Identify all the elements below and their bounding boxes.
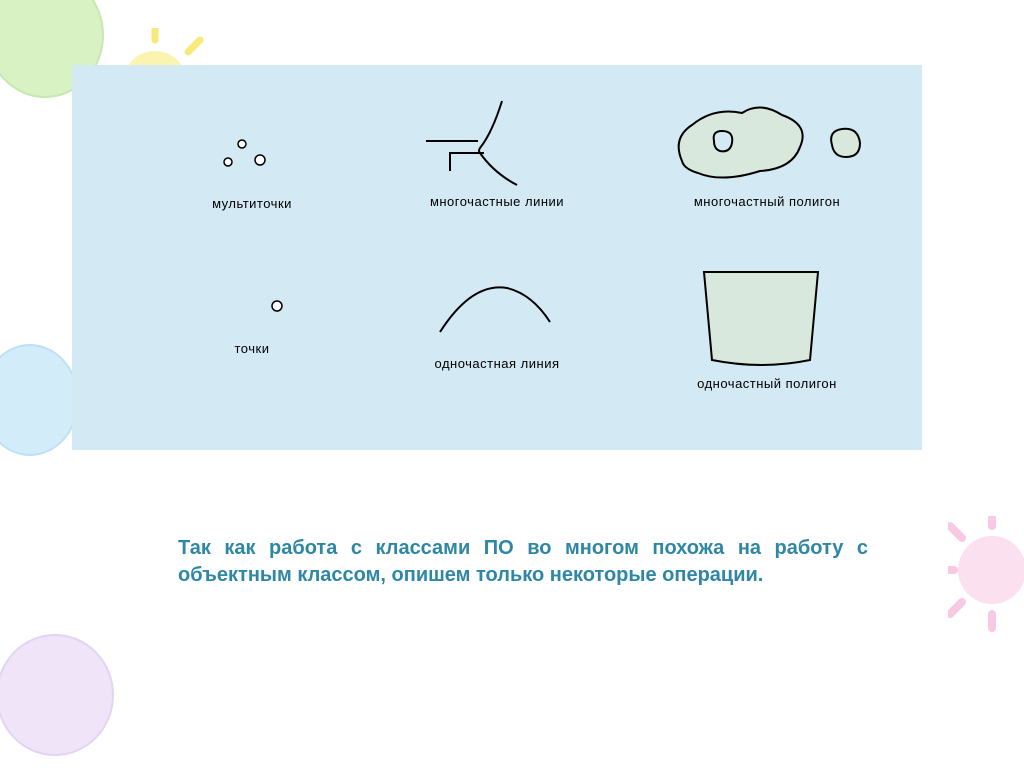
label-multipolygon: многочастный полигон	[642, 194, 892, 209]
sun-pink-icon	[948, 516, 1024, 636]
multilines-icon	[382, 93, 612, 188]
cell-multilines: многочастные линии	[382, 93, 612, 209]
label-singleline: одночастная линия	[382, 356, 612, 371]
singleline-icon	[382, 270, 612, 350]
cell-singlepolygon: одночастный полигон	[642, 260, 892, 391]
description-paragraph: Так как работа с классами ПО во многом п…	[178, 535, 868, 589]
label-points: точки	[152, 341, 352, 356]
balloon-purple-icon	[0, 632, 125, 768]
cell-points: точки	[152, 280, 352, 356]
singlepolygon-icon	[642, 260, 892, 370]
label-multipoints: мультиточки	[152, 196, 352, 211]
multipoints-icon	[152, 120, 352, 190]
label-singlepolygon: одночастный полигон	[642, 376, 892, 391]
cell-singleline: одночастная линия	[382, 270, 612, 371]
cell-multipoints: мультиточки	[152, 120, 352, 211]
label-multilines: многочастные линии	[382, 194, 612, 209]
geometry-types-panel: мультиточки точки многочастные линии одн…	[72, 65, 922, 450]
point-icon	[152, 280, 352, 335]
cell-multipolygon: многочастный полигон	[642, 93, 892, 209]
multipolygon-icon	[642, 93, 892, 188]
